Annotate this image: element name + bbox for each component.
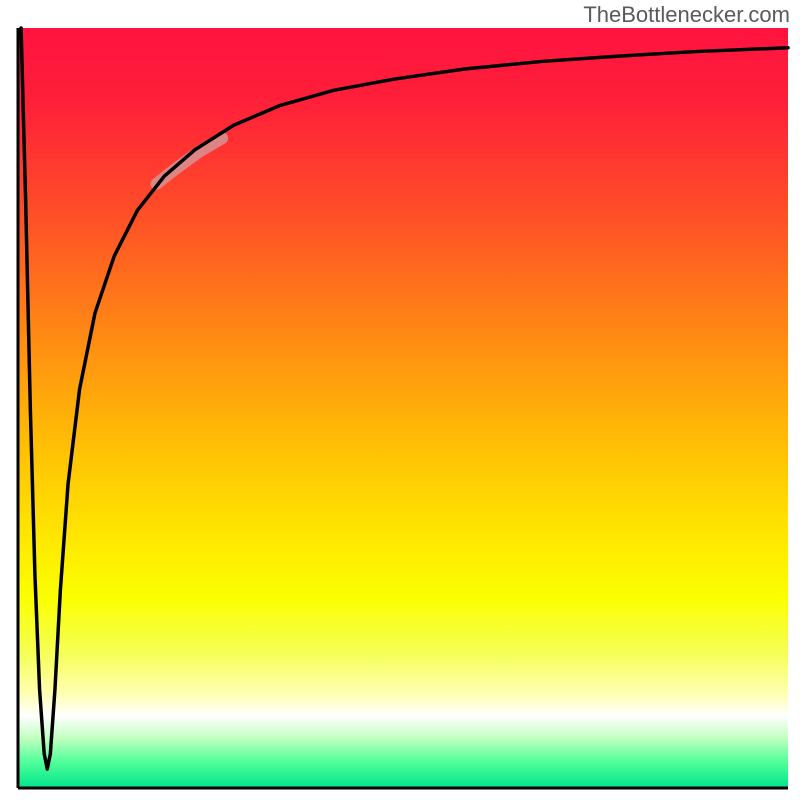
chart-svg	[0, 0, 800, 800]
watermark-text: TheBottlenecker.com	[583, 2, 790, 28]
chart-frame: TheBottlenecker.com	[0, 0, 800, 800]
gradient-background	[18, 28, 788, 788]
